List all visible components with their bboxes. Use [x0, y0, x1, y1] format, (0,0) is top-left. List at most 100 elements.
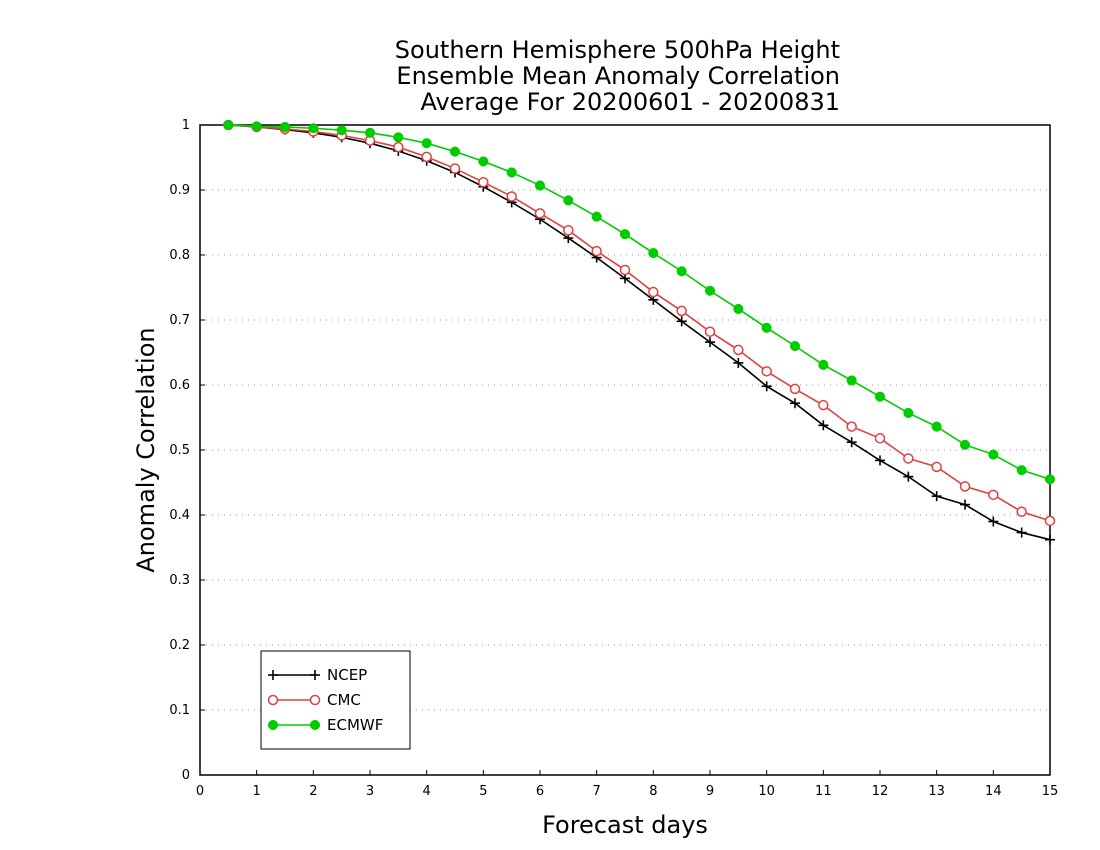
data-point-ecmwf — [563, 195, 574, 206]
data-point-ecmwf — [704, 285, 716, 296]
data-point-ecmwf — [846, 375, 857, 386]
series-line-cmc — [228, 124, 1051, 522]
data-point-cmc — [959, 481, 971, 492]
data-point-ecmwf — [308, 123, 319, 134]
x-tick-label: 4 — [423, 784, 431, 799]
y-tick-label: 0.6 — [169, 378, 190, 393]
data-point-ncep — [733, 357, 744, 368]
data-point-ecmwf — [1016, 465, 1027, 476]
data-point-ecmwf — [733, 303, 744, 315]
y-tick-label: 0.7 — [169, 313, 190, 328]
data-point-cmc — [903, 453, 914, 464]
chart-title-line-3: Average For 20200601 - 20200831 — [420, 88, 840, 116]
data-point-ecmwf — [478, 156, 489, 167]
data-point-cmc — [818, 399, 829, 411]
data-point-ecmwf — [818, 359, 829, 370]
data-point-ecmwf — [336, 125, 347, 136]
data-point-cmc — [733, 344, 744, 356]
data-point-ncep — [960, 499, 970, 510]
y-tick-label: 0.5 — [169, 443, 190, 458]
data-point-ncep — [846, 437, 857, 448]
x-axis-label: Forecast days — [542, 811, 708, 839]
data-point-cmc — [506, 191, 517, 202]
data-series — [223, 119, 1056, 545]
data-point-ncep — [875, 455, 885, 466]
data-point-cmc — [393, 141, 404, 153]
legend-marker-end — [310, 670, 320, 680]
data-point-cmc — [789, 383, 801, 395]
x-tick-label: 5 — [479, 784, 487, 799]
chart-title: Southern Hemisphere 500hPa Height Ensemb… — [395, 36, 840, 116]
data-point-ncep — [1016, 527, 1027, 538]
data-point-cmc — [761, 366, 772, 377]
x-tick-label: 14 — [985, 784, 1002, 799]
gridlines — [200, 124, 1050, 711]
legend-marker-end — [309, 694, 321, 706]
data-point-ncep — [903, 471, 914, 482]
x-tick-label: 1 — [253, 784, 261, 799]
legend-item-cmc: CMC — [267, 691, 361, 709]
data-point-ecmwf — [251, 121, 262, 132]
data-point-ecmwf — [789, 340, 801, 352]
data-point-cmc — [676, 305, 687, 317]
legend-label: CMC — [327, 691, 361, 709]
x-tick-label: 15 — [1042, 784, 1059, 799]
data-point-ecmwf — [761, 322, 772, 333]
data-point-ecmwf — [534, 180, 546, 191]
legend: NCEP CMC ECMWF — [260, 650, 411, 750]
data-point-ncep — [818, 420, 829, 431]
data-point-ecmwf — [279, 121, 291, 132]
x-tick-label: 11 — [815, 784, 832, 799]
x-tick-label: 13 — [928, 784, 945, 799]
data-point-cmc — [874, 433, 886, 444]
data-point-ecmwf — [449, 146, 461, 157]
series-ncep — [223, 120, 1055, 545]
data-point-ecmwf — [959, 439, 971, 450]
data-point-ncep — [931, 491, 942, 502]
data-point-ecmwf — [393, 132, 404, 143]
y-tick-label: 0.8 — [169, 248, 190, 263]
x-tick-label: 8 — [649, 784, 657, 799]
data-point-ecmwf — [676, 266, 687, 277]
legend-marker-end — [309, 719, 321, 731]
data-point-ecmwf — [591, 211, 602, 222]
data-point-cmc — [534, 208, 546, 219]
legend-marker-start — [267, 719, 279, 731]
legend-marker-start — [268, 670, 278, 680]
data-point-ncep — [988, 516, 999, 527]
legend-item-ncep: NCEP — [268, 666, 367, 684]
data-point-cmc — [449, 163, 461, 174]
data-point-ncep — [790, 398, 800, 409]
x-tick-label: 0 — [196, 784, 204, 799]
data-point-ecmwf — [1044, 474, 1056, 485]
data-point-cmc — [563, 225, 574, 236]
series-ecmwf — [223, 119, 1056, 485]
x-tick-label: 7 — [593, 784, 601, 799]
series-cmc — [223, 119, 1056, 527]
data-point-ecmwf — [506, 167, 517, 178]
data-point-ncep — [705, 337, 715, 348]
y-tick-label: 0.3 — [169, 573, 190, 588]
y-tick-label: 0.4 — [169, 508, 190, 523]
y-tick-label: 1 — [182, 118, 190, 133]
legend-item-ecmwf: ECMWF — [267, 716, 383, 734]
x-tick-label: 2 — [309, 784, 317, 799]
data-point-cmc — [648, 286, 659, 298]
chart-title-line-1: Southern Hemisphere 500hPa Height — [395, 36, 840, 64]
y-tick-label: 0.9 — [169, 183, 190, 198]
legend-label: NCEP — [327, 666, 367, 684]
data-point-cmc — [846, 421, 857, 432]
data-point-ecmwf — [223, 119, 234, 131]
data-point-cmc — [704, 326, 716, 337]
data-point-ecmwf — [648, 248, 659, 259]
x-tick-label: 3 — [366, 784, 374, 799]
legend-label: ECMWF — [327, 716, 383, 734]
data-point-cmc — [931, 461, 942, 473]
data-point-cmc — [591, 245, 602, 257]
data-point-ecmwf — [619, 229, 631, 240]
y-tick-label: 0.1 — [169, 703, 190, 718]
data-point-cmc — [988, 489, 999, 501]
data-point-ecmwf — [903, 407, 914, 419]
data-point-ecmwf — [364, 127, 376, 138]
